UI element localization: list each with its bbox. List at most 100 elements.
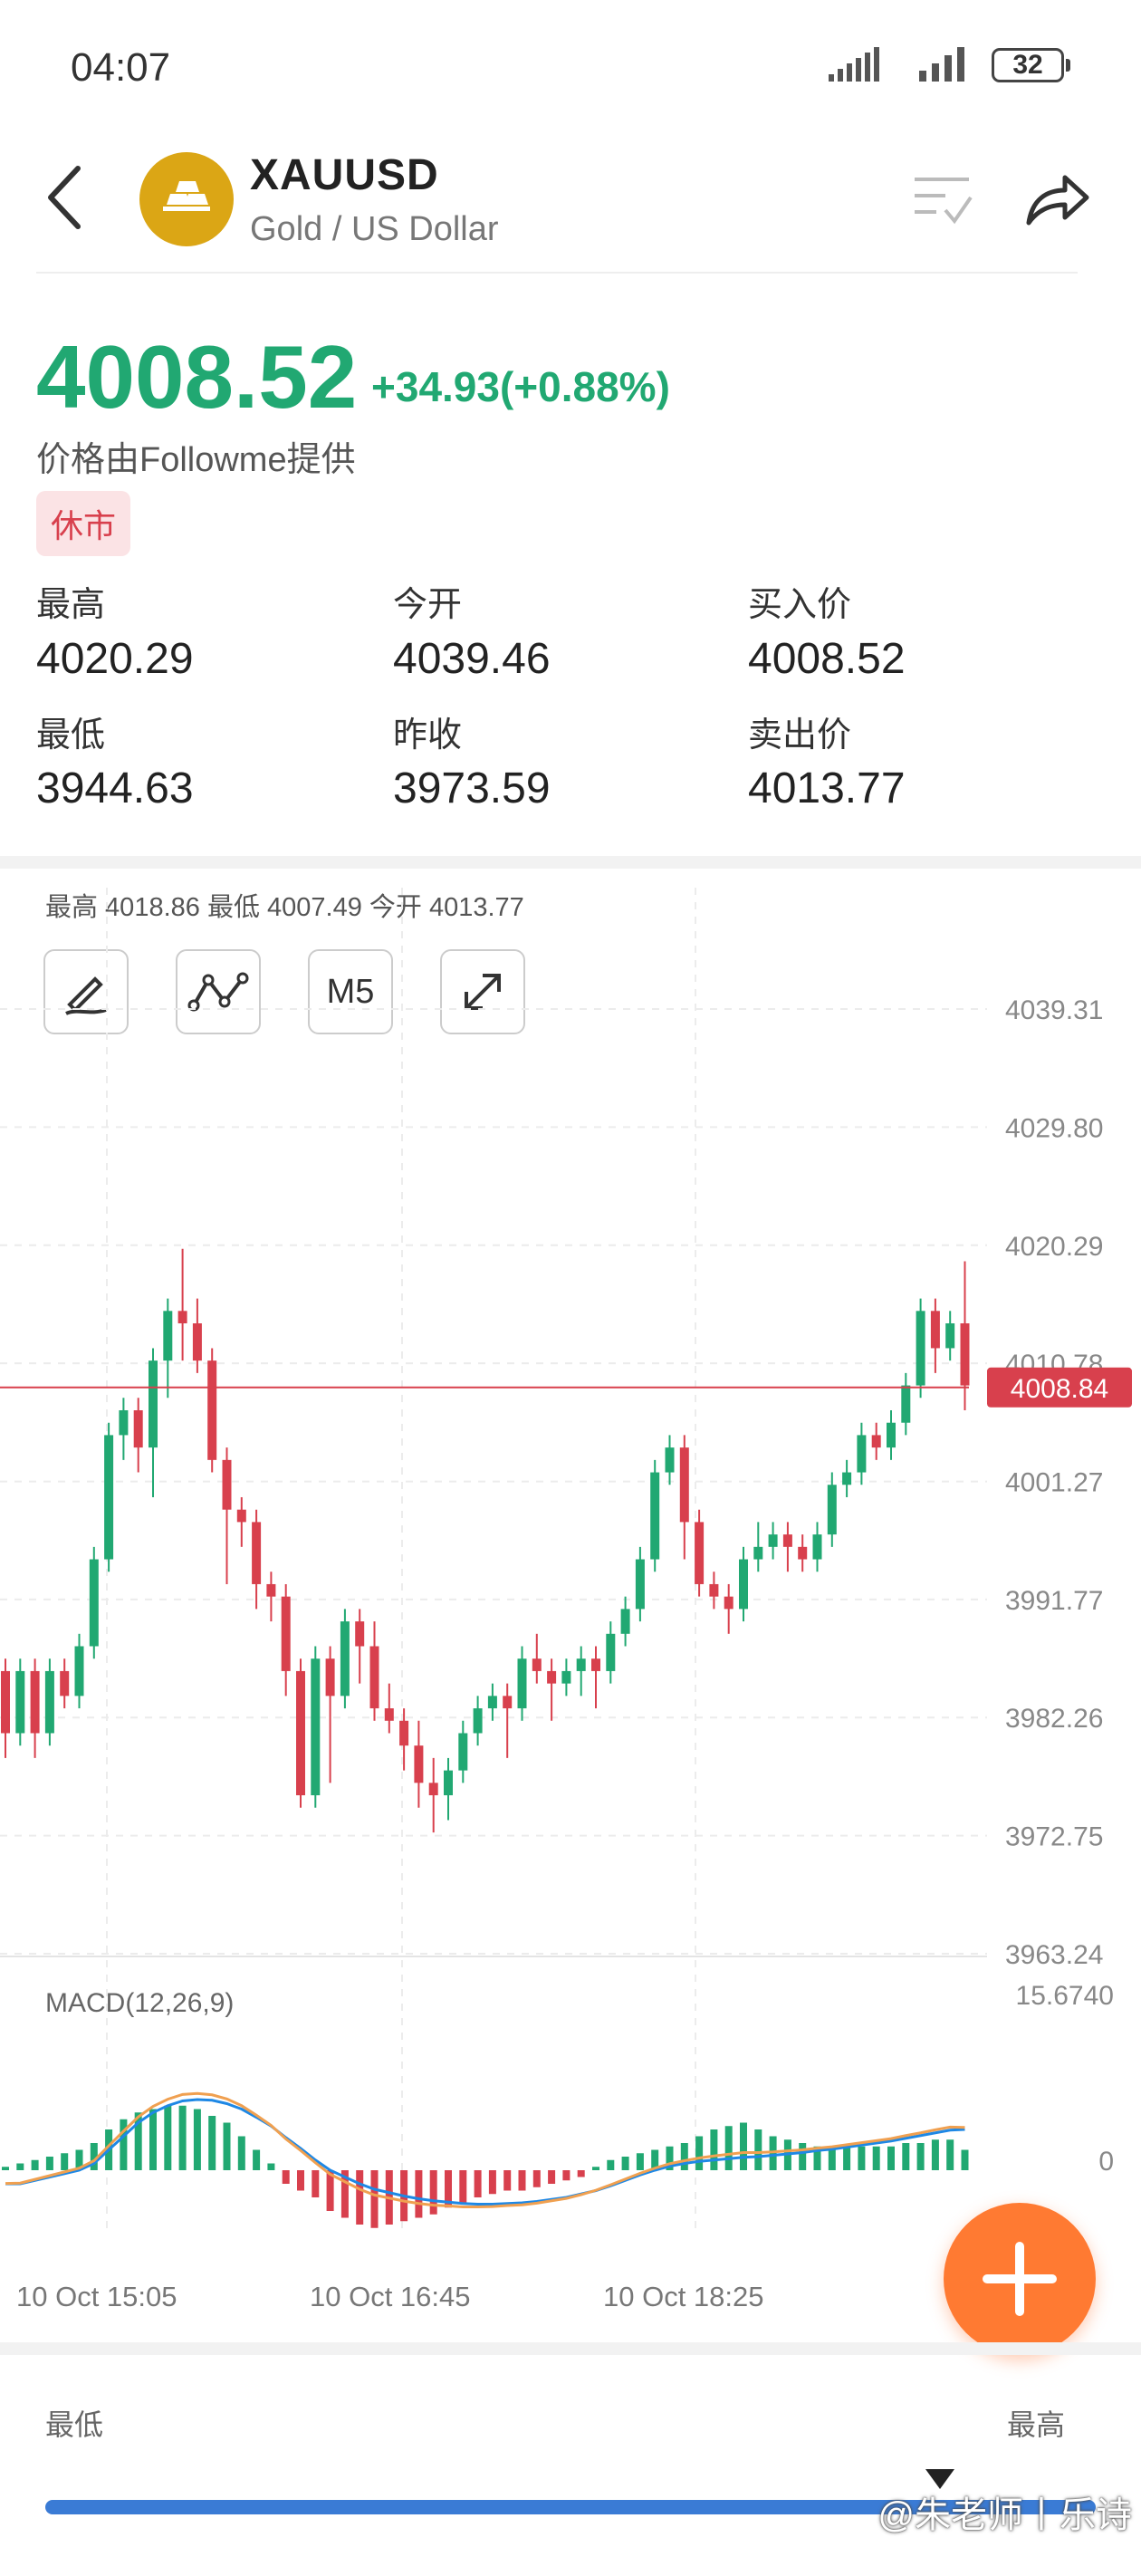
stat-open-label: 今开 [393, 586, 463, 624]
y-tick-label: 3991.77 [1005, 1586, 1103, 1616]
candle-body [517, 1658, 527, 1709]
candle-body [547, 1670, 557, 1684]
stat-bid-label: 买入价 [748, 586, 852, 624]
candle-body [44, 1670, 54, 1734]
macd-hist-bar [680, 2143, 688, 2170]
plus-icon [983, 2242, 1057, 2316]
candle-body [149, 1360, 158, 1448]
candle-body [252, 1522, 262, 1584]
macd-hist-bar [946, 2139, 954, 2170]
macd-hist-bar [651, 2149, 659, 2170]
candle-body [192, 1323, 202, 1361]
candle-body [163, 1311, 173, 1361]
candle-body [458, 1733, 468, 1771]
timeframe-button[interactable]: M5 [308, 949, 393, 1034]
macd-hist-bar [134, 2112, 142, 2170]
candle-body [591, 1658, 600, 1671]
macd-hist-bar [724, 2126, 733, 2170]
macd-hist-bar [237, 2136, 245, 2170]
macd-hist-bar [621, 2157, 629, 2170]
stat-bid-value: 4008.52 [748, 635, 906, 683]
macd-hist-bar [356, 2170, 364, 2225]
draw-tool-button[interactable] [43, 949, 129, 1034]
candle-body [89, 1559, 99, 1647]
macd-hist-bar [828, 2146, 836, 2170]
macd-hist-bar [282, 2170, 290, 2184]
symbol-subtitle: Gold / US Dollar [250, 210, 499, 248]
watermark: @朱老师丨乐诗 [877, 2495, 1132, 2535]
macd-hist-bar [31, 2159, 39, 2170]
candle-body [311, 1658, 321, 1796]
macd-hist-bar [459, 2170, 467, 2205]
candle-body [222, 1459, 232, 1510]
macd-hist-bar [916, 2143, 925, 2170]
section-divider [0, 856, 1141, 869]
candle-body [133, 1410, 143, 1448]
candle-body [532, 1658, 542, 1671]
add-button[interactable] [944, 2203, 1096, 2355]
x-tick-label: 10 Oct 18:25 [603, 2281, 764, 2312]
candle-body [945, 1323, 955, 1349]
macd-hist-bar [223, 2122, 231, 2170]
candle-body [768, 1534, 778, 1547]
back-arrow-icon[interactable] [43, 161, 89, 234]
macd-hist-bar [2, 2167, 9, 2170]
macd-hist-bar [562, 2170, 570, 2181]
macd-hist-bar [887, 2146, 895, 2170]
candle-body [887, 1422, 896, 1448]
range-low-label: 最低 [45, 2408, 104, 2441]
macd-hist-bar [858, 2146, 866, 2170]
macd-hist-bar [208, 2116, 216, 2170]
candle-body [827, 1485, 837, 1535]
candle-body [709, 1583, 719, 1597]
gold-bars-icon [139, 152, 234, 246]
candle-body [340, 1621, 350, 1697]
macd-hist-bar [872, 2146, 880, 2170]
candle-body [724, 1596, 734, 1610]
indicator-tool-button[interactable] [176, 949, 261, 1034]
battery-tip [1066, 59, 1070, 72]
candle-body [871, 1435, 881, 1448]
candle-body [444, 1770, 453, 1796]
stat-ask-value: 4013.77 [748, 764, 906, 812]
macd-hist-bar [340, 2170, 349, 2218]
share-icon[interactable] [1023, 168, 1090, 228]
candle-body [266, 1583, 276, 1597]
macd-hist-bar [636, 2153, 644, 2170]
candle-body [753, 1546, 763, 1560]
candle-body [30, 1670, 40, 1734]
y-tick-label: 3963.24 [1005, 1940, 1103, 1970]
macd-hist-bar [813, 2146, 821, 2170]
macd-hist-bar [312, 2170, 320, 2197]
status-icons: 32 [829, 47, 1070, 83]
macd-hist-bar [149, 2109, 157, 2170]
macd-hist-bar [931, 2139, 939, 2170]
macd-hist-bar [445, 2170, 452, 2208]
macd-hist-bar [429, 2170, 437, 2215]
macd-hist-bar [120, 2119, 128, 2170]
candle-body [428, 1783, 438, 1796]
macd-hist-bar [16, 2163, 24, 2170]
macd-hist-bar [297, 2170, 304, 2191]
macd-hist-bar [253, 2149, 261, 2170]
x-tick-label: 10 Oct 16:45 [310, 2281, 471, 2312]
stat-high-label: 最高 [36, 586, 106, 624]
watchlist-check-icon[interactable] [909, 170, 974, 228]
candle-body [355, 1621, 365, 1647]
macd-hist-bar [799, 2143, 807, 2170]
line-nodes-icon [187, 972, 249, 1012]
macd-hist-bar [415, 2170, 423, 2218]
candle-body [296, 1670, 305, 1796]
battery-icon: 32 [992, 48, 1064, 82]
last-price: 4008.52 [36, 327, 358, 427]
current-price-tag-bg [987, 1367, 1132, 1408]
candle-body [384, 1708, 394, 1721]
macd-hist-bar [488, 2170, 496, 2195]
x-tick-label: 10 Oct 15:05 [16, 2281, 177, 2312]
fullscreen-button[interactable] [440, 949, 525, 1034]
price-chart[interactable]: 4039.314029.804020.294010.784001.273991.… [0, 888, 1141, 2337]
candle-body [635, 1559, 645, 1610]
macd-hist-bar [754, 2129, 762, 2170]
y-tick-label: 4001.27 [1005, 1468, 1103, 1498]
macd-hist-bar [90, 2143, 98, 2170]
